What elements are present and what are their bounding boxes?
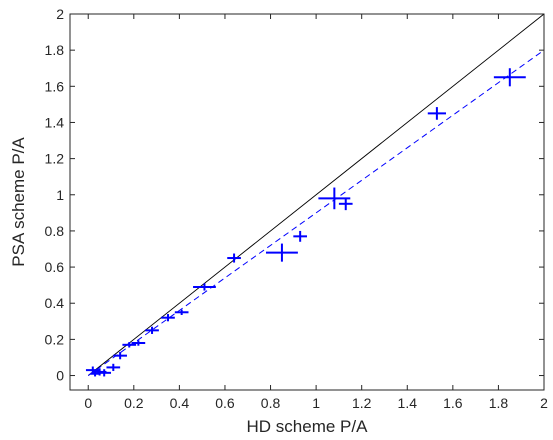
data-point xyxy=(122,342,137,348)
x-tick-label: 0.2 xyxy=(124,395,144,411)
data-point xyxy=(227,253,241,263)
data-point xyxy=(145,326,159,334)
labels: 0 0.2 0.4 0.6 0.8 1 1.2 1.4 1.6 1.8 2 0 0.2 0.4 0.6 0.8… xyxy=(45,6,549,411)
y-tick-label: 1 xyxy=(56,187,64,203)
points xyxy=(85,68,526,377)
y-tick-label: 2 xyxy=(56,6,64,22)
y-axis-label: PSA scheme P/A xyxy=(9,137,28,267)
data-point xyxy=(113,352,127,360)
y-tick-label: 0.8 xyxy=(45,223,65,239)
data-point xyxy=(131,340,146,346)
y-tick-label: 0.6 xyxy=(45,259,65,275)
data-point xyxy=(265,243,298,262)
y-tick-label: 1.4 xyxy=(45,114,65,130)
x-tick-label: 0.6 xyxy=(215,395,235,411)
identity-line xyxy=(87,13,545,376)
data-point xyxy=(174,309,189,315)
data-point xyxy=(106,363,121,372)
x-tick-label: 0.4 xyxy=(170,395,190,411)
data-point xyxy=(293,230,307,242)
y-tick-label: 0 xyxy=(56,368,64,384)
y-tick-label: 1.2 xyxy=(45,151,65,167)
y-tick-label: 0.4 xyxy=(45,295,65,311)
x-tick-label: 1.2 xyxy=(352,395,372,411)
x-axis-label: HD scheme P/A xyxy=(247,417,369,436)
y-tick-label: 0.2 xyxy=(45,331,65,347)
fit-line xyxy=(87,49,545,376)
x-tick-label: 1 xyxy=(312,395,320,411)
data-point xyxy=(338,197,353,211)
x-tick-label: 1.6 xyxy=(443,395,463,411)
x-tick-label: 0.8 xyxy=(261,395,281,411)
data-point xyxy=(97,369,112,377)
x-tick-label: 0 xyxy=(84,395,92,411)
data-point xyxy=(193,283,216,291)
x-tick-label: 1.8 xyxy=(489,395,509,411)
lines xyxy=(87,13,545,376)
data-point xyxy=(493,68,526,87)
data-point xyxy=(427,107,447,120)
data-point xyxy=(161,314,175,322)
x-tick-label: 1.4 xyxy=(398,395,418,411)
y-tick-label: 1.8 xyxy=(45,42,65,58)
y-tick-label: 1.6 xyxy=(45,78,65,94)
x-tick-label: 2 xyxy=(540,395,548,411)
ticks xyxy=(70,13,545,390)
